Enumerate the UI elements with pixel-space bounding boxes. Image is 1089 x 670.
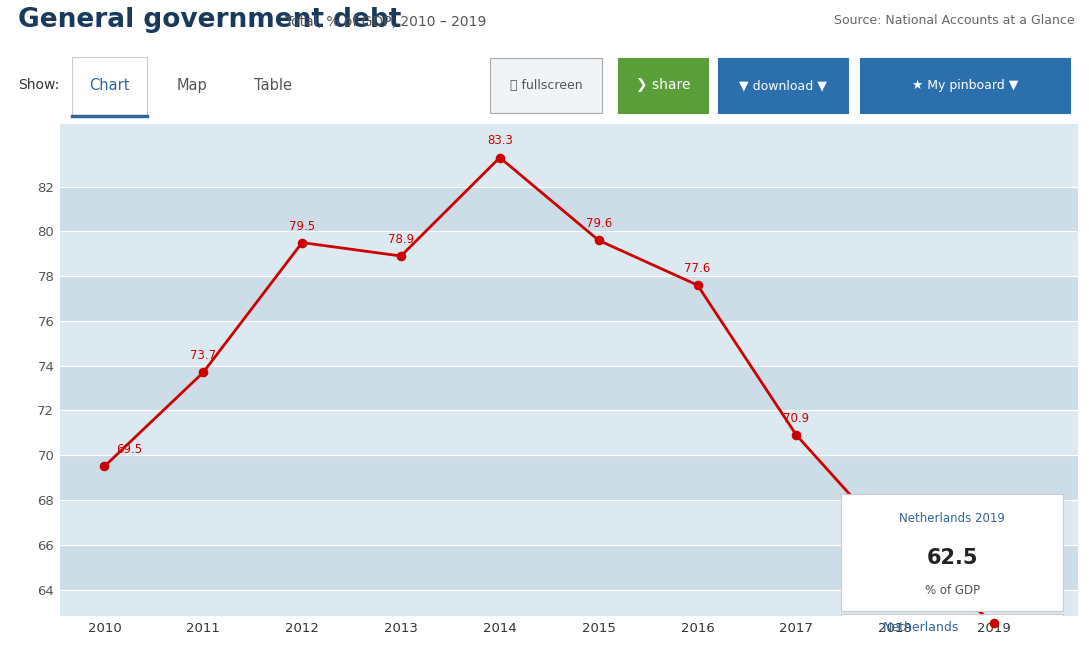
Point bbox=[392, 251, 409, 261]
Text: 83.3: 83.3 bbox=[487, 135, 513, 147]
FancyBboxPatch shape bbox=[841, 614, 1063, 641]
Text: 79.5: 79.5 bbox=[289, 220, 315, 232]
Text: Map: Map bbox=[178, 78, 208, 93]
FancyBboxPatch shape bbox=[617, 58, 708, 113]
FancyBboxPatch shape bbox=[72, 57, 147, 116]
Text: 66.0: 66.0 bbox=[882, 522, 908, 535]
Bar bbox=[60, 321, 1078, 366]
Point bbox=[986, 618, 1003, 628]
Text: 69.5: 69.5 bbox=[117, 444, 143, 456]
FancyBboxPatch shape bbox=[718, 58, 848, 113]
Point bbox=[590, 235, 608, 246]
Bar bbox=[60, 187, 1078, 231]
Text: General government debt: General government debt bbox=[19, 7, 402, 33]
Bar bbox=[60, 500, 1078, 545]
Text: Netherlands: Netherlands bbox=[882, 621, 958, 634]
Text: Table: Table bbox=[254, 78, 292, 93]
FancyBboxPatch shape bbox=[860, 58, 1070, 113]
Text: Show:: Show: bbox=[19, 78, 59, 92]
Text: 77.6: 77.6 bbox=[684, 262, 711, 275]
Text: ❯ share: ❯ share bbox=[636, 78, 690, 92]
Text: 62.5: 62.5 bbox=[927, 548, 978, 568]
Bar bbox=[60, 545, 1078, 590]
FancyBboxPatch shape bbox=[841, 494, 1063, 611]
Text: % of GDP: % of GDP bbox=[925, 584, 980, 597]
Bar bbox=[60, 455, 1078, 500]
Point bbox=[886, 539, 904, 550]
Text: Netherlands 2019: Netherlands 2019 bbox=[900, 513, 1005, 525]
Text: 62.5: 62.5 bbox=[963, 600, 989, 613]
Text: 70.9: 70.9 bbox=[783, 412, 809, 425]
Text: Chart: Chart bbox=[89, 78, 130, 93]
FancyBboxPatch shape bbox=[490, 58, 602, 113]
Point bbox=[195, 367, 212, 378]
Bar bbox=[60, 411, 1078, 455]
Text: ▼ download ▼: ▼ download ▼ bbox=[739, 79, 827, 92]
Text: 78.9: 78.9 bbox=[388, 233, 414, 246]
Point bbox=[491, 152, 509, 163]
Point bbox=[96, 461, 113, 472]
Text: Total, % of GDP, 2010 – 2019: Total, % of GDP, 2010 – 2019 bbox=[285, 15, 487, 29]
Text: 79.6: 79.6 bbox=[586, 217, 612, 230]
Point bbox=[689, 280, 707, 291]
Bar bbox=[60, 276, 1078, 321]
Text: Source: National Accounts at a Glance: Source: National Accounts at a Glance bbox=[834, 13, 1075, 27]
Bar bbox=[60, 366, 1078, 411]
Text: ★ My pinboard ▼: ★ My pinboard ▼ bbox=[911, 79, 1018, 92]
Text: ⤢ fullscreen: ⤢ fullscreen bbox=[510, 79, 583, 92]
Point bbox=[293, 237, 310, 248]
Point bbox=[787, 429, 805, 440]
Text: 73.7: 73.7 bbox=[191, 349, 217, 362]
Bar bbox=[60, 231, 1078, 276]
